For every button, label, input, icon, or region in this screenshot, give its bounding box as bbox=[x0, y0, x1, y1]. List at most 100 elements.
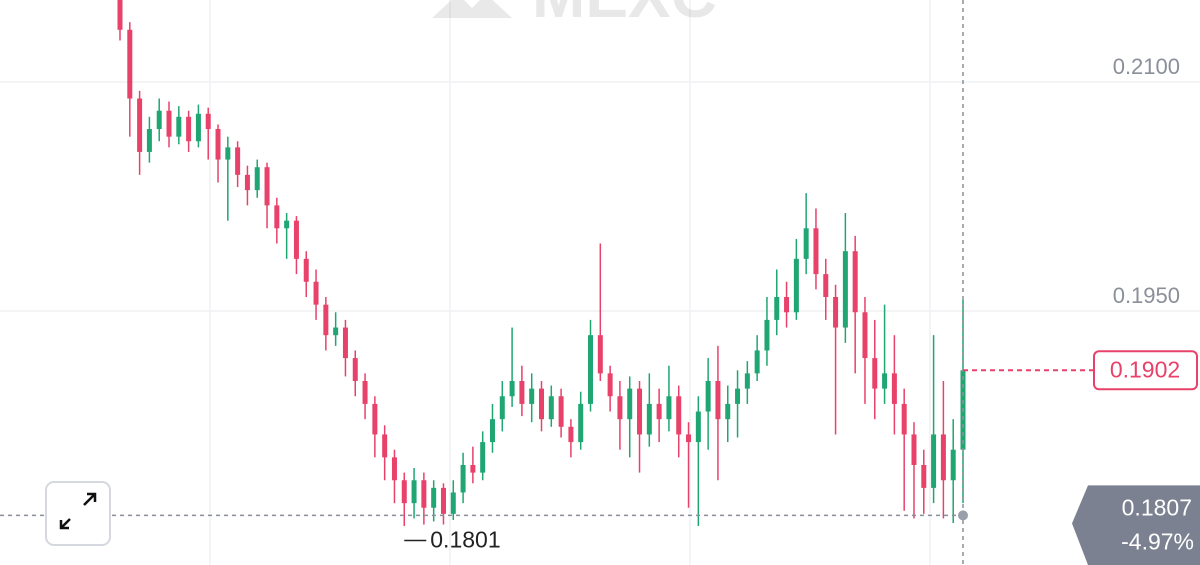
last-price-label: 0.1902 bbox=[1110, 356, 1180, 382]
candle-body bbox=[578, 403, 584, 443]
candle-body bbox=[372, 403, 378, 435]
candle-body bbox=[489, 419, 495, 443]
candle-body bbox=[852, 251, 858, 313]
candle-body bbox=[539, 388, 544, 420]
candle-body bbox=[646, 403, 652, 435]
candle-body bbox=[421, 480, 427, 508]
candle-body bbox=[195, 113, 201, 142]
crosshair-dot bbox=[958, 510, 968, 521]
candle-body bbox=[695, 411, 701, 443]
candle-body bbox=[411, 480, 417, 504]
candle-body bbox=[754, 350, 760, 374]
expand-icon[interactable] bbox=[59, 492, 97, 530]
candle-body bbox=[176, 116, 182, 137]
candle-body bbox=[450, 492, 456, 514]
candle-body bbox=[333, 327, 339, 336]
candle-body bbox=[882, 373, 888, 389]
candle-body bbox=[480, 442, 486, 473]
candle-body bbox=[509, 380, 515, 397]
candle-body bbox=[921, 464, 927, 488]
candle-body bbox=[891, 373, 897, 404]
candle-body bbox=[323, 304, 329, 336]
candle-body bbox=[637, 388, 643, 435]
candle-body bbox=[146, 129, 152, 152]
candle-body bbox=[186, 116, 192, 142]
crosshair-price: 0.1807 bbox=[1122, 494, 1192, 520]
candle-body bbox=[391, 457, 397, 481]
candle-body bbox=[823, 274, 829, 298]
crosshair-label-box bbox=[1072, 485, 1200, 565]
crosshair-change: -4.97% bbox=[1121, 528, 1194, 554]
candle-body bbox=[293, 220, 299, 259]
candle-body bbox=[401, 480, 407, 504]
watermark-logo bbox=[432, 0, 512, 18]
candle-body bbox=[362, 380, 368, 404]
candle-body bbox=[558, 396, 564, 427]
candle-body bbox=[205, 113, 211, 130]
candle-body bbox=[872, 358, 878, 389]
candle-body bbox=[901, 403, 907, 435]
candle-body bbox=[764, 319, 770, 351]
time-grid bbox=[209, 0, 931, 565]
candle-body bbox=[166, 110, 172, 137]
candle-body bbox=[303, 258, 309, 282]
candle-body bbox=[705, 380, 711, 412]
candle-body bbox=[597, 335, 603, 374]
candle-body bbox=[911, 434, 917, 465]
candle-body bbox=[470, 464, 476, 473]
candle-body bbox=[784, 297, 790, 313]
candle-body bbox=[117, 0, 123, 30]
candle-body bbox=[264, 167, 270, 206]
candle-body bbox=[715, 380, 721, 420]
candle-body bbox=[284, 220, 290, 229]
candle-body bbox=[656, 403, 662, 420]
candle-body bbox=[744, 373, 750, 389]
candle-body bbox=[519, 380, 525, 404]
candle-body bbox=[686, 434, 692, 443]
candle-body bbox=[588, 335, 594, 404]
candle-body bbox=[803, 228, 809, 259]
expand-button-frame[interactable] bbox=[45, 481, 111, 546]
candle-body bbox=[607, 373, 613, 397]
candle-body bbox=[244, 174, 250, 191]
candle-body bbox=[431, 487, 437, 508]
expand-button[interactable] bbox=[45, 481, 111, 546]
candle-body bbox=[548, 396, 554, 420]
watermark: MEXC bbox=[432, 0, 717, 31]
candle-body bbox=[127, 29, 133, 99]
candle-body bbox=[352, 358, 358, 381]
candle-body bbox=[862, 312, 868, 359]
candle-body bbox=[215, 129, 221, 160]
candle-body bbox=[499, 396, 505, 420]
candle-body bbox=[568, 426, 574, 443]
candle-body bbox=[342, 327, 348, 359]
y-tick-label: 0.2100 bbox=[1113, 54, 1180, 79]
candle-body bbox=[793, 258, 799, 313]
candle-body bbox=[676, 396, 682, 435]
candle-body bbox=[225, 147, 231, 160]
candle-body bbox=[735, 388, 741, 404]
candle-body bbox=[931, 434, 937, 488]
candle-body bbox=[950, 449, 956, 481]
candle-body bbox=[156, 110, 162, 130]
candle-body bbox=[529, 388, 535, 404]
candle-body bbox=[382, 434, 388, 458]
candle-body bbox=[617, 396, 623, 420]
candle-body bbox=[313, 281, 319, 305]
candle-body bbox=[774, 297, 780, 320]
candle-body bbox=[235, 147, 241, 175]
candle-body bbox=[666, 396, 672, 420]
min-marker-label: 0.1801 bbox=[430, 527, 500, 553]
candle-body bbox=[274, 205, 280, 229]
candle-body bbox=[725, 403, 731, 420]
candle-body bbox=[627, 388, 633, 420]
candle-body bbox=[842, 251, 848, 328]
watermark-text: MEXC bbox=[532, 0, 717, 31]
candle-body bbox=[460, 464, 466, 493]
candle-body bbox=[254, 167, 260, 191]
candle-body bbox=[833, 297, 839, 328]
candle-body bbox=[813, 228, 819, 275]
candle-body bbox=[137, 98, 143, 152]
